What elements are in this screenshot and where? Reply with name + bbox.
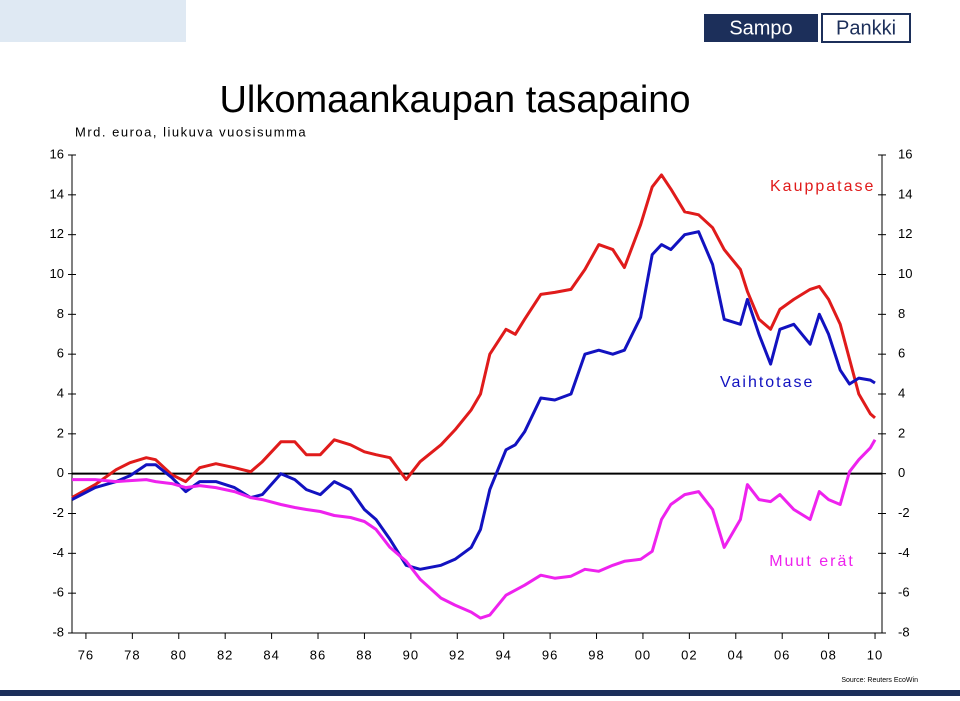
logo-text: Pankki — [836, 17, 896, 39]
x-tick-label: 96 — [542, 647, 558, 662]
x-tick-label: 78 — [124, 647, 140, 662]
y-tick-label: 6 — [57, 346, 64, 361]
x-tick-label: 82 — [217, 647, 233, 662]
x-tick-label: 88 — [356, 647, 372, 662]
y-tick-label: -6 — [52, 585, 64, 600]
x-tick-label: 04 — [728, 647, 744, 662]
logo-box — [704, 14, 818, 42]
y-tick-label: 8 — [898, 306, 905, 321]
x-tick-label: 84 — [263, 647, 279, 662]
series-label: Vaihtotase — [720, 374, 814, 391]
chart-subtitle: Mrd. euroa, liukuva vuosisumma — [75, 124, 307, 139]
x-tick-label: 76 — [78, 647, 94, 662]
y-tick-label: 14 — [50, 186, 64, 201]
y-tick-label: -2 — [898, 505, 910, 520]
x-tick-label: 06 — [774, 647, 790, 662]
y-tick-label: 4 — [57, 385, 64, 400]
y-tick-label: -8 — [52, 624, 64, 639]
series-label: Kauppatase — [770, 178, 875, 195]
x-tick-label: 98 — [588, 647, 604, 662]
y-tick-label: 4 — [898, 385, 905, 400]
source: Source: Reuters EcoWin — [841, 677, 918, 684]
x-tick-label: 00 — [635, 647, 651, 662]
y-tick-label: 12 — [50, 226, 64, 241]
logo-text: Sampo — [729, 17, 792, 39]
x-tick-label: 92 — [449, 647, 465, 662]
y-tick-label: 6 — [898, 346, 905, 361]
y-tick-label: 0 — [57, 465, 64, 480]
y-tick-label: 0 — [898, 465, 905, 480]
y-tick-label: 10 — [898, 266, 912, 281]
series-line — [71, 173, 876, 499]
y-tick-label: 16 — [898, 146, 912, 161]
y-tick-label: 14 — [898, 186, 912, 201]
corner-block — [0, 0, 186, 42]
y-tick-label: -4 — [52, 545, 64, 560]
y-tick-label: 2 — [898, 425, 905, 440]
y-tick-label: -2 — [52, 505, 64, 520]
y-tick-label: 12 — [898, 226, 912, 241]
y-tick-label: -8 — [898, 624, 910, 639]
y-tick-label: -4 — [898, 545, 910, 560]
x-tick-label: 80 — [171, 647, 187, 662]
x-tick-label: 90 — [403, 647, 419, 662]
x-tick-label: 86 — [310, 647, 326, 662]
x-tick-label: 10 — [867, 647, 883, 662]
x-tick-label: 94 — [495, 647, 511, 662]
y-tick-label: 8 — [57, 306, 64, 321]
logo-box — [821, 13, 911, 43]
x-tick-label: 08 — [820, 647, 836, 662]
series-line — [71, 230, 876, 571]
series-label: Muut erät — [769, 553, 855, 570]
series-line — [72, 439, 877, 620]
footer-bar — [0, 690, 960, 696]
y-tick-label: 2 — [57, 425, 64, 440]
x-tick-label: 02 — [681, 647, 697, 662]
y-tick-label: -6 — [898, 585, 910, 600]
y-tick-label: 16 — [50, 146, 64, 161]
chart-title: Ulkomaankaupan tasapaino — [219, 79, 690, 121]
y-tick-label: 10 — [50, 266, 64, 281]
